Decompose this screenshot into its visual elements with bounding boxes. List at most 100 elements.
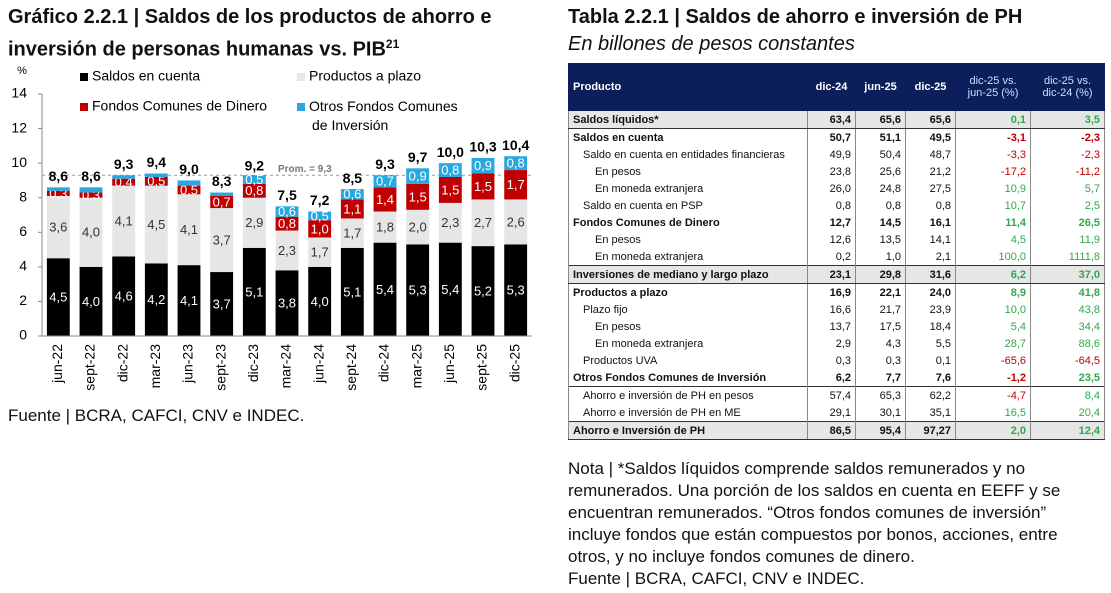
table-row: Ahorro e inversión de PH en ME 29,1 30,1 35… — [568, 404, 1105, 422]
value-label: 1,8 — [376, 220, 394, 235]
title-footnote: 21 — [385, 37, 400, 51]
y-tick-label: 8 — [19, 188, 27, 204]
bar-segment — [275, 216, 299, 231]
table-cell: 2,9 — [807, 335, 856, 352]
bar-segment — [471, 157, 495, 174]
value-label: 4,0 — [82, 225, 100, 240]
row-label: Ahorro e Inversión de PH — [568, 421, 808, 440]
legend-swatch — [80, 73, 88, 81]
table-cell: 50,4 — [855, 146, 906, 163]
value-label: 2,3 — [441, 215, 459, 230]
row-label: En moneda extranjera — [568, 335, 808, 352]
bar-segment — [438, 163, 462, 177]
column-header: dic-25 vs. dic-24 (%) — [1030, 63, 1105, 111]
bar-segment — [177, 194, 201, 266]
x-tick-label: dic-24 — [376, 344, 392, 382]
bar-segment — [438, 176, 462, 203]
row-label: En moneda extranjera — [568, 248, 808, 266]
total-label: 8,5 — [343, 170, 363, 186]
table-cell: -3,3 — [955, 146, 1031, 163]
y-tick-label: 12 — [11, 119, 27, 135]
table-cell: 86,5 — [807, 421, 856, 440]
table-cell: 6,2 — [807, 369, 856, 387]
chart-source: Fuente | BCRA, CAFCI, CNV e INDEC. — [8, 406, 305, 425]
table-note: Nota | *Saldos líquidos comprende saldos… — [568, 459, 1061, 566]
bar-segment — [177, 185, 201, 195]
value-label: 5,2 — [474, 283, 492, 298]
table-cell: -11,2 — [1030, 163, 1105, 180]
value-label: 4,1 — [115, 213, 133, 228]
table-cell: 2,0 — [955, 421, 1031, 440]
legend-swatch — [297, 103, 305, 111]
table-cell: 48,7 — [905, 146, 956, 163]
value-label: 4,1 — [180, 222, 198, 237]
value-label: 1,4 — [376, 192, 394, 207]
row-label: Saldo en cuenta en entidades financieras — [568, 146, 808, 163]
table-cell: 0,2 — [807, 248, 856, 266]
table: Producto dic-24 jun-25 dic-25 dic-25 vs. jun… — [568, 63, 1105, 440]
table-row: Saldos líquidos* 63,4 65,6 65,6 0,1 3,5 — [568, 110, 1105, 129]
bar-segment — [438, 242, 462, 336]
x-tick-label: dic-25 — [506, 344, 522, 382]
table-cell: 1,0 — [855, 248, 906, 266]
x-tick-label: jun-22 — [49, 344, 65, 384]
value-label: 0,6 — [343, 187, 361, 202]
bar-segment — [210, 208, 234, 273]
table-cell: 0,8 — [855, 197, 906, 214]
legend-swatch — [297, 73, 305, 81]
table-cell: 23,8 — [807, 163, 856, 180]
column-header: dic-25 — [905, 63, 956, 111]
table-cell: -64,5 — [1030, 352, 1105, 369]
table-cell: 65,3 — [855, 386, 906, 404]
value-label: 0,9 — [409, 169, 427, 184]
value-label: 0,5 — [245, 172, 263, 187]
bar-segment — [308, 211, 332, 221]
table-cell: 63,4 — [807, 110, 856, 129]
table-row: Saldo en cuenta en entidades financieras… — [568, 146, 1105, 163]
bar-segment — [144, 173, 168, 177]
table-cell: 16,5 — [955, 404, 1031, 422]
value-label: 4,0 — [311, 294, 329, 309]
row-label: Ahorro e inversión de PH en pesos — [568, 386, 808, 404]
table-cell: 0,1 — [905, 352, 956, 369]
value-label: 4,0 — [82, 294, 100, 309]
bar-segment — [112, 178, 136, 186]
table-cell: 95,4 — [855, 421, 906, 440]
bar-segment — [79, 192, 103, 198]
table-cell: 30,1 — [855, 404, 906, 422]
value-label: 2,9 — [245, 215, 263, 230]
table-cell: 16,6 — [807, 301, 856, 318]
bar-segment — [340, 189, 364, 200]
value-label: 5,3 — [409, 283, 427, 298]
table-cell: 43,8 — [1030, 301, 1105, 318]
table-source: Fuente | BCRA, CAFCI, CNV e INDEC. — [568, 569, 865, 588]
table-cell: 4,5 — [955, 231, 1031, 248]
table-row: Fondos Comunes de Dinero 12,7 14,5 16,1 11,4… — [568, 214, 1105, 231]
bar-segment — [471, 199, 495, 247]
table-row: Otros Fondos Comunes de Inversión 6,2 7,7 7… — [568, 369, 1105, 387]
table-cell: 24,8 — [855, 180, 906, 197]
value-label: 3,7 — [213, 233, 231, 248]
value-label: 0,5 — [311, 208, 329, 223]
total-label: 10,3 — [469, 139, 496, 155]
table-notes: Nota | *Saldos líquidos comprende saldos… — [568, 458, 1103, 590]
value-label: 4,6 — [115, 289, 133, 304]
table-cell: 29,1 — [807, 404, 856, 422]
table-cell: 5,7 — [1030, 180, 1105, 197]
value-label: 4,5 — [49, 290, 67, 305]
value-label: 3,8 — [278, 296, 296, 311]
total-label: 7,5 — [277, 187, 297, 203]
bar-segment — [275, 206, 299, 217]
table-cell: 10,7 — [955, 197, 1031, 214]
x-tick-label: sept-25 — [474, 344, 490, 391]
bar-segment — [406, 244, 430, 336]
value-label: 0,7 — [213, 194, 231, 209]
x-tick-label: dic-22 — [114, 344, 130, 382]
value-label: 1,1 — [343, 201, 361, 216]
bar-segment — [46, 190, 70, 196]
table-cell: -4,7 — [955, 386, 1031, 404]
bar-segment — [504, 244, 528, 336]
table-cell: 31,6 — [905, 265, 956, 284]
value-label: 1,5 — [474, 179, 492, 194]
table-cell: 16,9 — [807, 283, 856, 301]
